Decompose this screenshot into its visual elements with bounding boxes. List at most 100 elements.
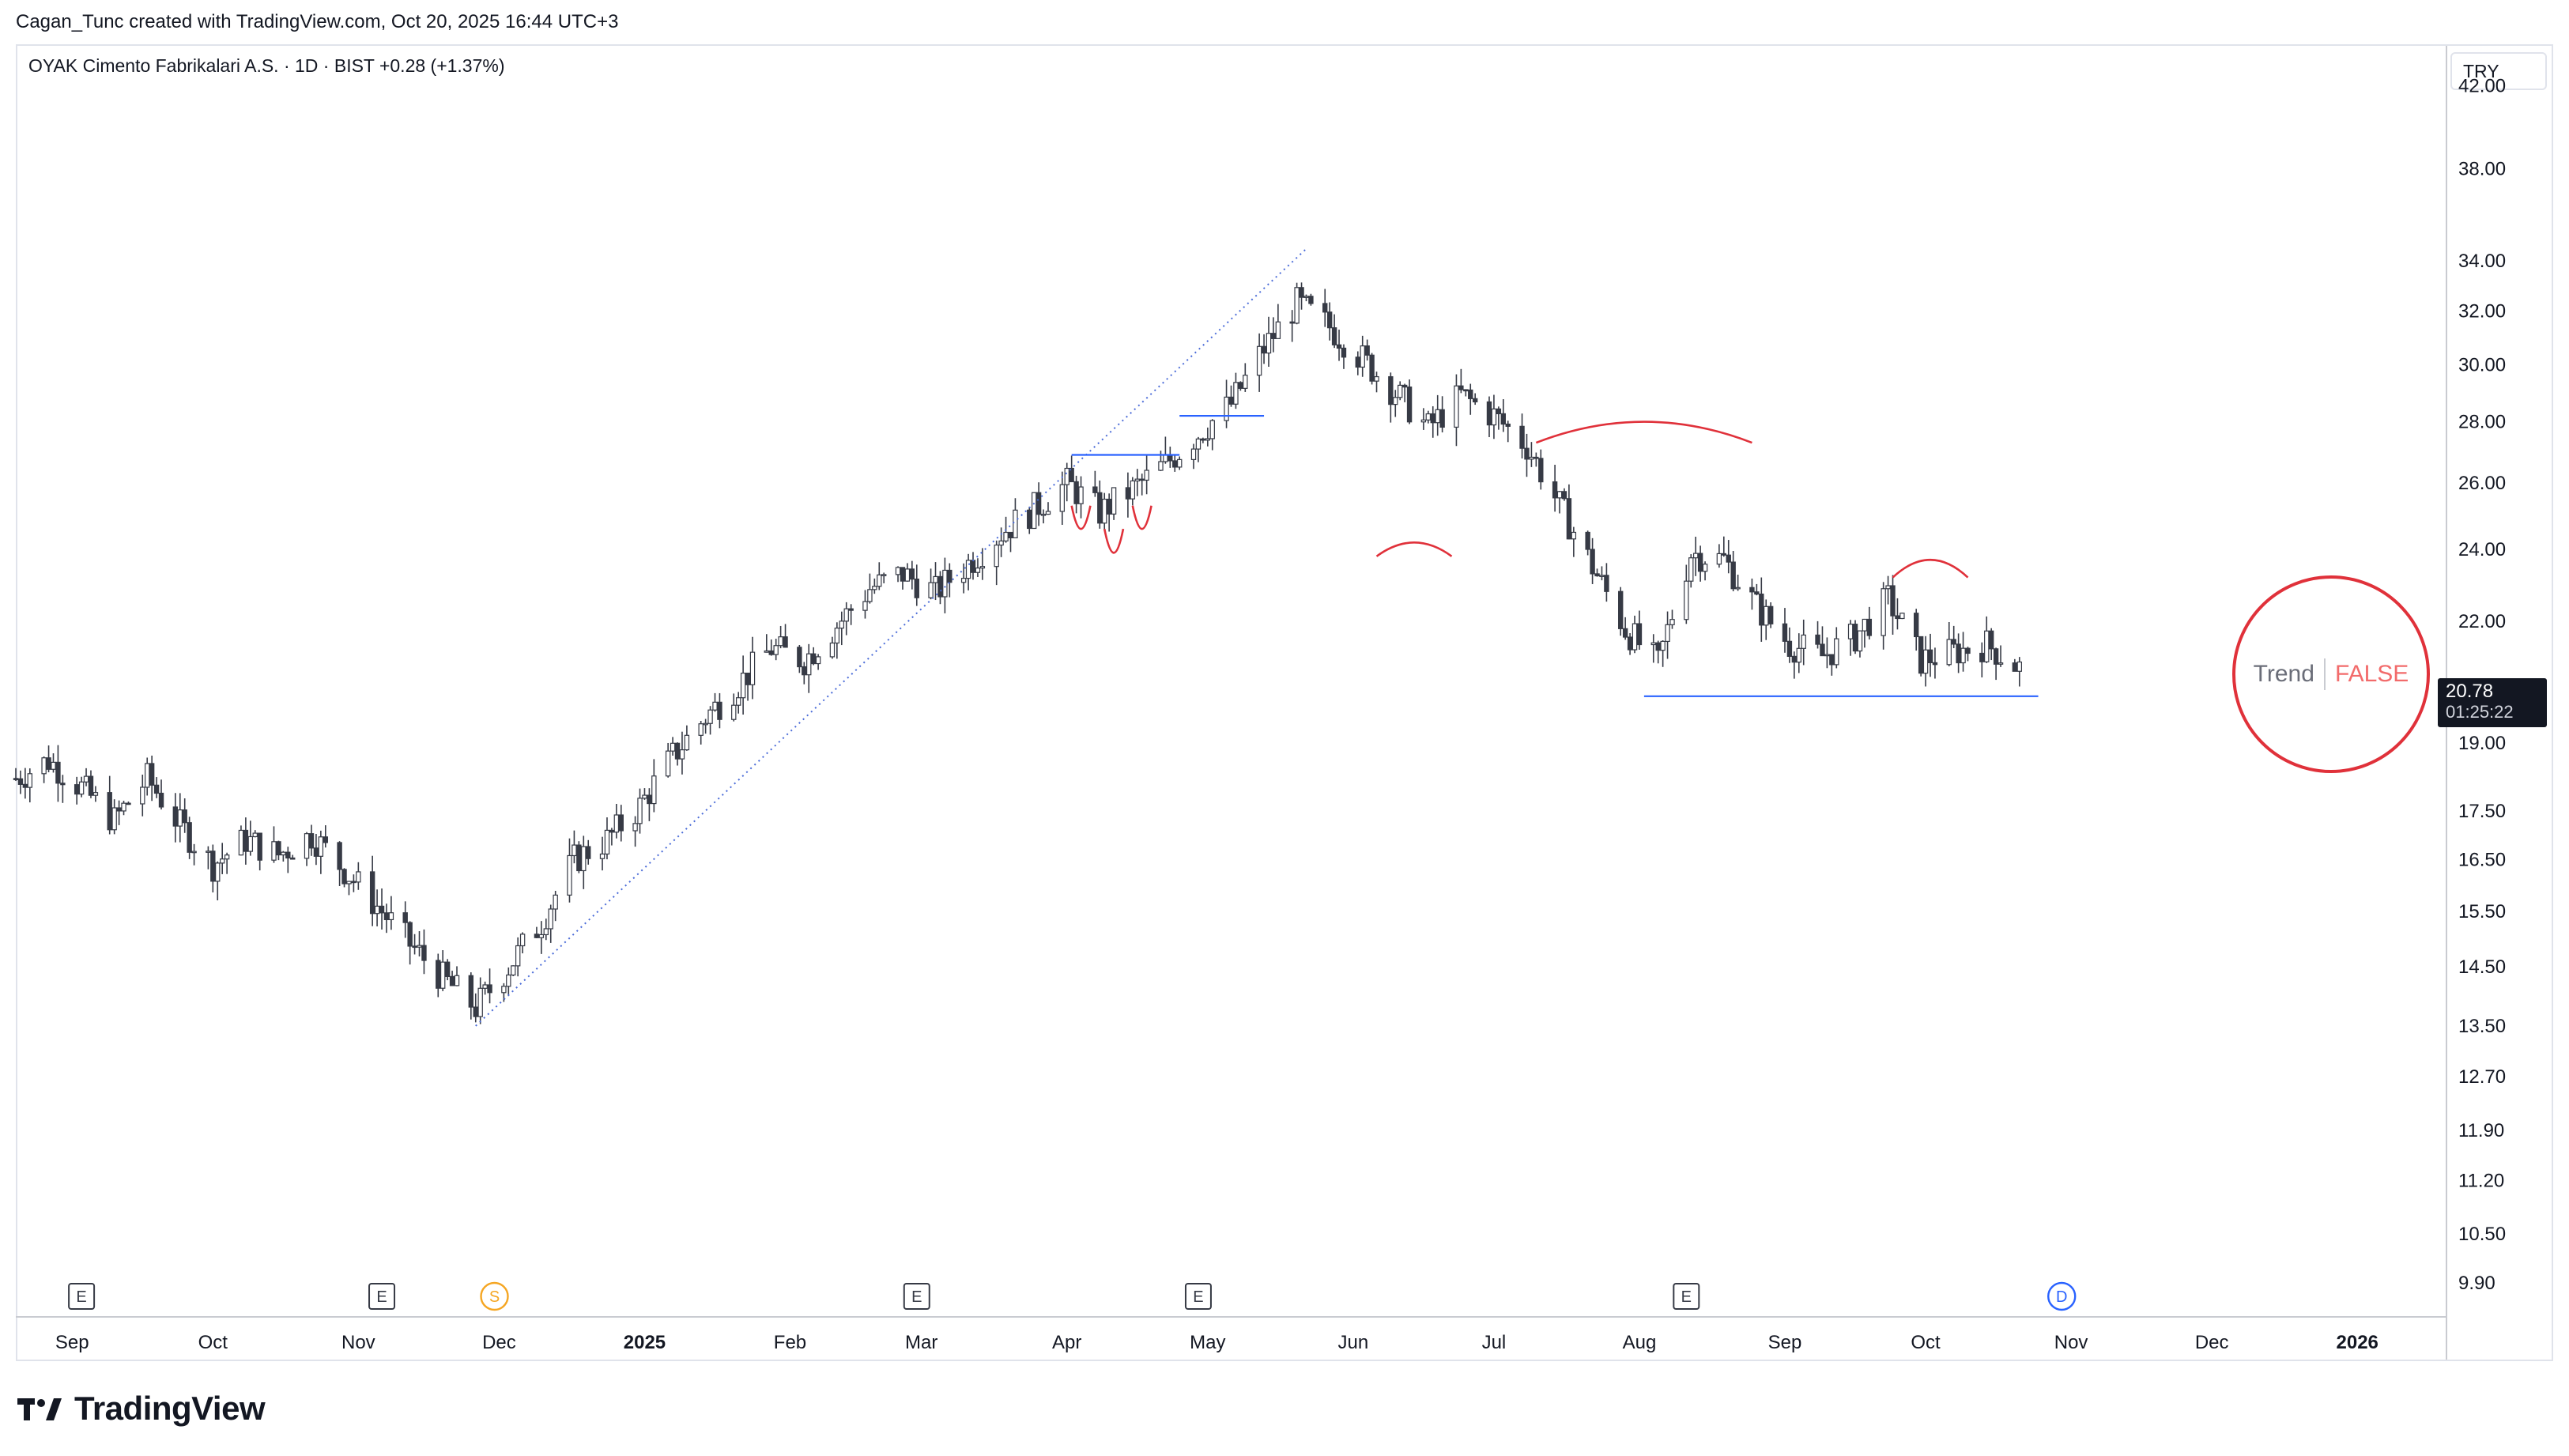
candle bbox=[1796, 633, 1801, 673]
candle bbox=[1008, 531, 1013, 553]
y-tick-label: 17.50 bbox=[2458, 801, 2506, 822]
candle bbox=[712, 692, 718, 712]
candle bbox=[1425, 410, 1432, 424]
symbol-title: OYAK Cimento Fabrikalari A.S. · 1D · BIS… bbox=[28, 55, 375, 76]
candle bbox=[717, 692, 722, 729]
candle bbox=[17, 770, 24, 794]
candle bbox=[1997, 645, 2004, 667]
svg-text:E: E bbox=[911, 1288, 922, 1306]
candle bbox=[145, 757, 150, 796]
candle bbox=[1364, 339, 1370, 361]
candle bbox=[1439, 396, 1445, 433]
candle bbox=[1069, 455, 1074, 483]
candle bbox=[1782, 608, 1788, 653]
candle bbox=[182, 798, 187, 833]
candle bbox=[1205, 427, 1211, 447]
tradingview-branding[interactable]: TradingView bbox=[17, 1390, 266, 1428]
x-tick-label: Jun bbox=[1337, 1332, 1368, 1353]
y-tick-label: 22.00 bbox=[2458, 611, 2506, 632]
chart-pane[interactable] bbox=[16, 44, 2553, 1361]
y-tick-label: 30.00 bbox=[2458, 354, 2506, 375]
candle bbox=[1322, 289, 1328, 327]
candle bbox=[1491, 394, 1497, 439]
candle bbox=[1326, 302, 1333, 341]
candle bbox=[1275, 304, 1281, 339]
candle bbox=[707, 706, 713, 735]
candle bbox=[1984, 616, 1990, 663]
candle bbox=[1401, 383, 1408, 402]
candle bbox=[1374, 372, 1379, 393]
candle bbox=[1505, 421, 1511, 443]
candle bbox=[1650, 634, 1656, 663]
currency-selector[interactable]: TRY bbox=[2450, 52, 2547, 90]
candle bbox=[998, 527, 1004, 557]
candle bbox=[613, 804, 620, 839]
candle bbox=[1895, 598, 1900, 630]
candle bbox=[1829, 654, 1835, 676]
candle bbox=[1764, 599, 1769, 640]
candle bbox=[1111, 487, 1117, 520]
candle bbox=[778, 625, 783, 649]
candle bbox=[1767, 602, 1774, 628]
candle bbox=[1430, 405, 1435, 438]
candle bbox=[642, 788, 647, 800]
event-marker-E: E bbox=[368, 1283, 396, 1310]
candle bbox=[1556, 491, 1563, 514]
y-tick-label: 10.50 bbox=[2458, 1224, 2506, 1245]
candle bbox=[276, 840, 281, 861]
candle bbox=[257, 832, 262, 871]
x-tick-label: Oct bbox=[1911, 1332, 1941, 1353]
candle bbox=[454, 966, 460, 986]
symbol-legend[interactable]: OYAK Cimento Fabrikalari A.S. · 1D · BIS… bbox=[28, 55, 505, 77]
candle bbox=[745, 673, 751, 701]
candle bbox=[107, 775, 112, 835]
event-marker-E: E bbox=[903, 1283, 930, 1310]
trend-value: FALSE bbox=[2334, 661, 2409, 687]
candle bbox=[1500, 398, 1507, 432]
trend-separator bbox=[2323, 658, 2326, 690]
bar-countdown: 01:25:22 bbox=[2446, 702, 2514, 722]
candle bbox=[960, 563, 967, 594]
candle bbox=[1027, 507, 1032, 534]
candle bbox=[1040, 509, 1047, 524]
candle bbox=[1754, 583, 1760, 596]
candle bbox=[1130, 477, 1136, 506]
candle bbox=[609, 828, 615, 846]
x-tick-label: Dec bbox=[2195, 1332, 2229, 1353]
candle bbox=[1163, 436, 1168, 464]
candle bbox=[829, 636, 836, 659]
x-tick-label: Nov bbox=[341, 1332, 375, 1353]
x-tick-label: Dec bbox=[482, 1332, 516, 1353]
candle bbox=[388, 896, 394, 930]
candle bbox=[1369, 353, 1375, 385]
candle bbox=[740, 655, 746, 715]
candle bbox=[900, 567, 906, 590]
candle bbox=[191, 843, 197, 866]
candle bbox=[1360, 335, 1365, 377]
svg-text:E: E bbox=[1681, 1288, 1692, 1306]
candle bbox=[1243, 363, 1248, 392]
candle bbox=[449, 971, 455, 986]
candle bbox=[1158, 451, 1164, 472]
candle bbox=[1932, 647, 1938, 679]
candle bbox=[210, 844, 216, 893]
candle bbox=[994, 540, 999, 586]
candle bbox=[1632, 615, 1638, 654]
candle bbox=[839, 611, 844, 646]
svg-text:S: S bbox=[489, 1288, 500, 1306]
candle bbox=[1655, 640, 1661, 664]
candle bbox=[187, 817, 192, 859]
candle bbox=[13, 768, 19, 781]
candle bbox=[703, 719, 708, 734]
candle bbox=[1552, 464, 1558, 512]
candle bbox=[1388, 372, 1394, 423]
candle bbox=[356, 862, 361, 890]
cup-arc bbox=[1103, 528, 1125, 554]
candle bbox=[1486, 396, 1492, 438]
candle bbox=[1866, 606, 1873, 639]
candle bbox=[281, 851, 286, 862]
candle bbox=[313, 833, 319, 866]
candle bbox=[374, 889, 380, 926]
svg-text:E: E bbox=[1193, 1288, 1203, 1306]
